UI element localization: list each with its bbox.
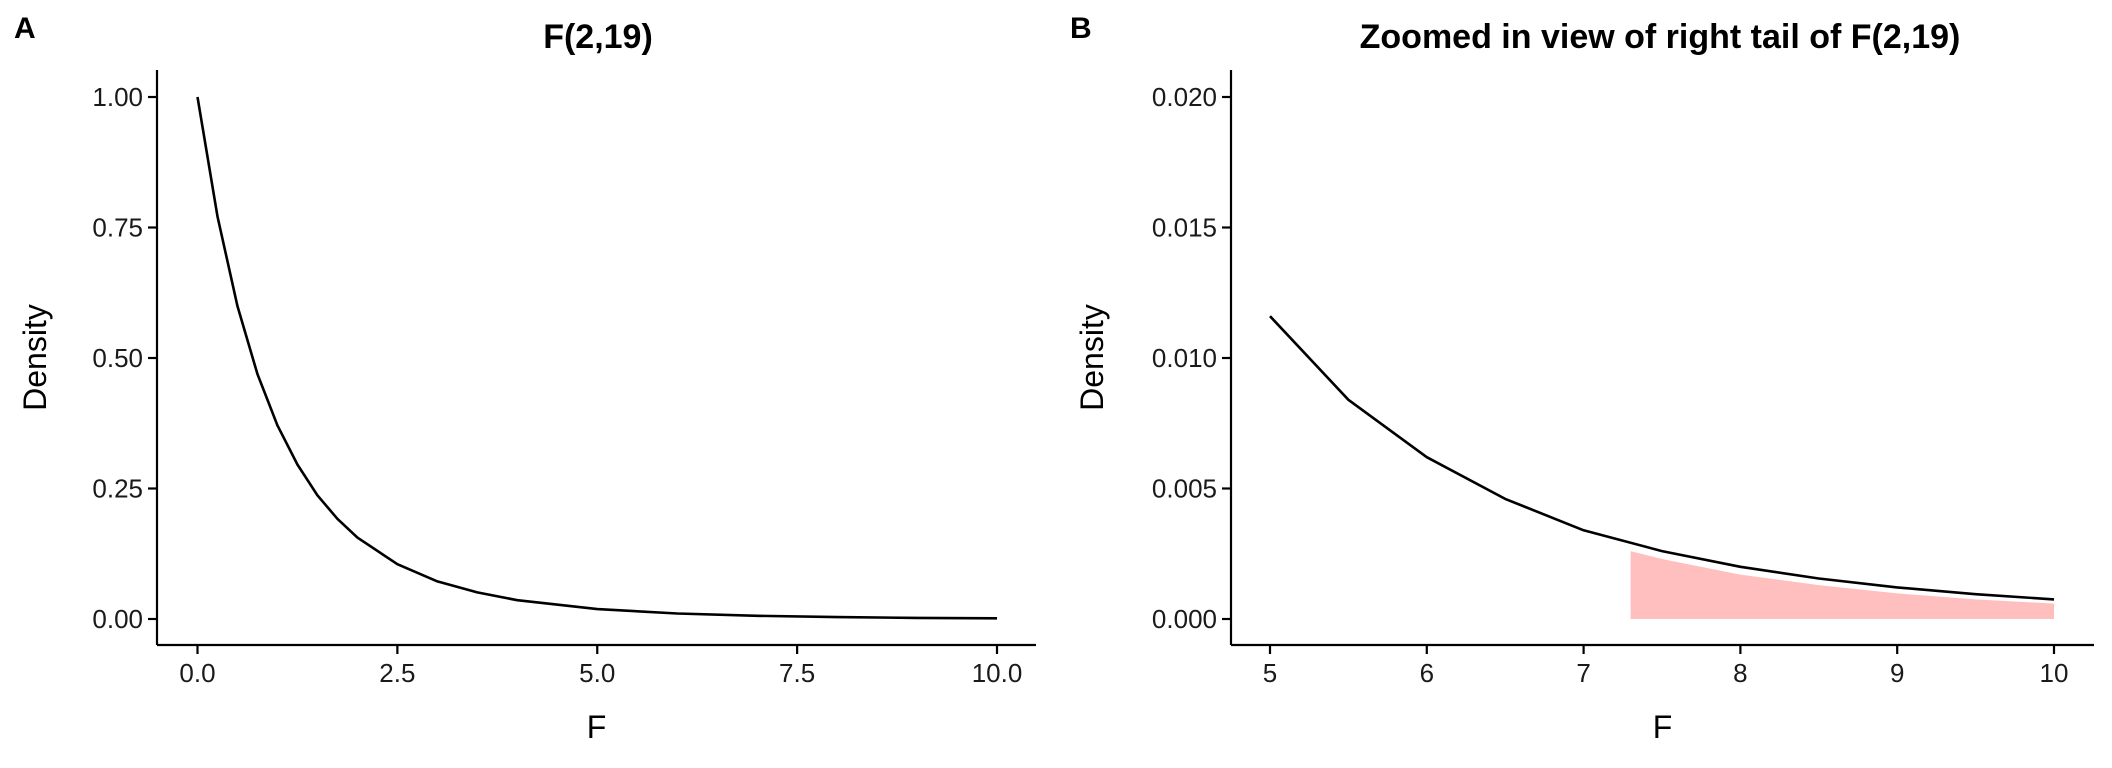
panel-a-y-tick-label: 0.00 (92, 604, 143, 634)
panel-a-x-tick-label: 10.0 (972, 658, 1023, 688)
panel-b-y-tick-label: 0.005 (1152, 474, 1217, 504)
panel-b-title: Zoomed in view of right tail of F(2,19) (1360, 18, 1961, 56)
panel-a-title: F(2,19) (543, 18, 653, 56)
panel-a-x-tick-label: 5.0 (579, 658, 615, 688)
panel-b-y-axis-title: Density (1074, 304, 1110, 411)
panel-a-y-tick-label: 0.25 (92, 474, 143, 504)
panel-a-y-tick-label: 0.50 (92, 343, 143, 373)
panel-a-y-axis-title: Density (17, 304, 53, 411)
panel-b-x-tick-label: 7 (1576, 658, 1590, 688)
panel-a-x-tick-label: 7.5 (779, 658, 815, 688)
panel-a-y-tick-label: 1.00 (92, 82, 143, 112)
panel-a-x-tick-label: 2.5 (379, 658, 415, 688)
panel-b-x-tick-label: 9 (1890, 658, 1904, 688)
panel-b-y-tick-label: 0.020 (1152, 82, 1217, 112)
panel-b-x-tick-label: 8 (1733, 658, 1747, 688)
panel-a-tag: A (14, 12, 36, 45)
panel-b-tag: B (1070, 12, 1092, 45)
panel-a-x-axis-title: F (587, 709, 607, 745)
panel-b-x-tick-label: 5 (1263, 658, 1277, 688)
panel-b-density-curve (1269, 315, 2055, 601)
panel-b-y-tick-label: 0.015 (1152, 213, 1217, 243)
panel-b-x-tick-label: 10 (2040, 658, 2069, 688)
panel-b-x-axis-title: F (1653, 709, 1673, 745)
panel-b-shaded-area (1630, 551, 2054, 619)
panel-b-x-tick-label: 6 (1420, 658, 1434, 688)
panel-a-density-curve (196, 96, 998, 620)
panel-b-y-tick-label: 0.010 (1152, 343, 1217, 373)
panel-b-y-tick-label: 0.000 (1152, 604, 1217, 634)
panel-a-x-tick-label: 0.0 (179, 658, 215, 688)
panel-a-y-tick-label: 0.75 (92, 213, 143, 243)
